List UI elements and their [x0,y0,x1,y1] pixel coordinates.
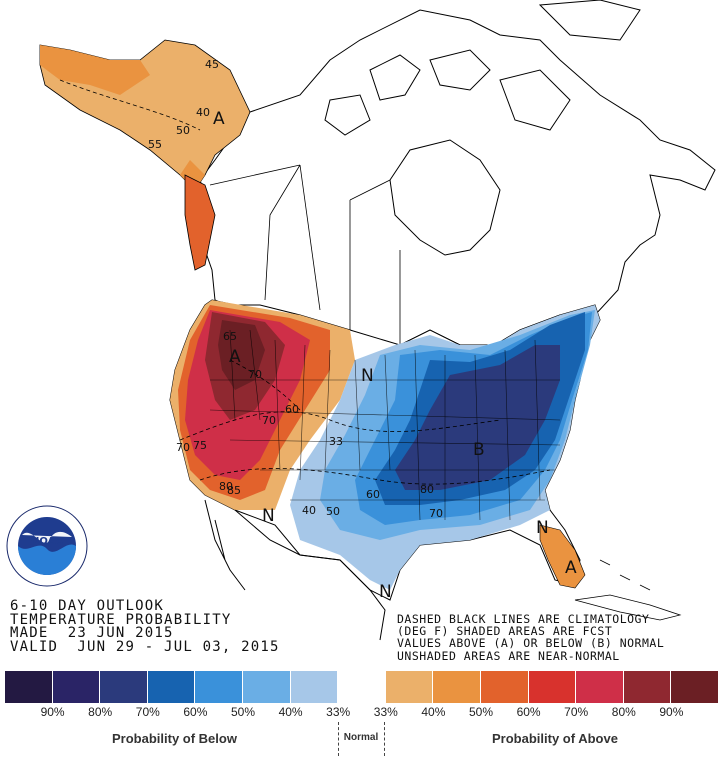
legend-swatch [433,671,481,703]
alaska-40-label: 40 [196,106,210,119]
legend-swatch [100,671,148,703]
legend-swatch [338,671,386,703]
forecast-map: A 40 45 50 55 A 65 70 60 70 70 75 80 85 … [6,0,716,641]
probability-color-bar [5,671,719,703]
legend-tick: 33% [373,705,398,719]
alaska-45-label: 45 [205,58,219,71]
ca-75-label: 75 [193,439,207,452]
legend-tick: 40% [421,705,446,719]
legend-swatch [195,671,243,703]
alaska-50-label: 50 [176,124,190,137]
mid-60-label: 60 [366,488,380,501]
legend-tick: 70% [564,705,589,719]
arctic-island-5 [538,0,641,41]
canada-outline [199,9,716,346]
province-lines [209,164,401,345]
outlook-title: 6-10 DAY OUTLOOK [10,598,165,614]
nw-above-label: A [229,347,241,367]
normal-caption: Normal [343,732,379,743]
tx-50-label: 50 [326,505,340,518]
florida-above [539,524,586,589]
legend-swatch [528,671,577,703]
note-line-2: (DEG F) SHADED AREAS ARE FCST [397,624,613,639]
legend-tick: 50% [468,705,494,719]
nw-70b-label: 70 [262,414,276,427]
bahamas-outline [599,559,651,591]
legend-swatch [671,671,719,703]
normal-label-gulf: N [379,582,392,602]
legend-tick: 90% [40,705,65,719]
normal-divider-left [338,722,339,756]
sw-85-label: 85 [227,484,241,497]
noaa-logo: NOAA [6,505,88,587]
legend-tick: 60% [516,705,541,719]
arctic-island-2 [429,49,491,91]
legend-tick: 60% [183,705,208,719]
alaska-panhandle-shade [184,174,216,271]
legend-tick: 50% [230,705,256,719]
map-notes: DASHED BLACK LINES ARE CLIMATOLOGY (DEG F… [397,613,664,662]
legend-swatch [290,671,339,703]
normal-label-plains: N [361,366,374,386]
legend-swatch [385,671,434,703]
florida-above-label: A [565,558,577,578]
probability-ticks: 90% 80% 70% 60% 50% 40% 33% 33% 40% 50% 60% 70% 80% 9… [5,705,719,721]
alaska-shade-50 [40,45,205,190]
note-line-4: UNSHADED AREAS ARE NEAR-NORMAL [397,648,620,663]
legend-swatch [147,671,196,703]
east-below-label: B [473,440,485,460]
note-line-3: VALUES ABOVE (A) OR BELOW (B) NORMAL [397,636,665,651]
legend-tick: 70% [135,705,160,719]
hudson-bay-outline [389,139,501,256]
alaska-above-label: A [213,109,225,129]
mexico-outline [204,499,386,641]
legend-tick: 90% [659,705,684,719]
cuba-outline [574,594,682,621]
above-caption: Probability of Above [492,731,618,746]
se-80-label: 80 [420,483,434,496]
normal-divider-right [384,722,385,756]
arctic-island-4 [324,94,371,136]
alaska-55-label: 55 [148,138,162,151]
forecast-map-svg: A 40 45 50 55 A 65 70 60 70 70 75 80 85 … [39,0,716,641]
noaa-logo-text: NOAA [31,536,63,547]
legend-swatch [5,671,53,703]
west-above-90 [218,320,265,390]
outlook-subtitle: TEMPERATURE PROBABILITY [10,611,232,628]
ca-70-label: 70 [176,441,190,454]
legend-swatch [52,671,101,703]
legend-tick: 80% [611,705,636,719]
nw-70-label: 70 [248,368,262,381]
legend-swatch [242,671,291,703]
outlook-made: MADE 23 JUN 2015 [10,625,174,641]
outlook-valid: VALID JUN 29 - JUL 03, 2015 [10,638,280,655]
legend-swatch [480,671,529,703]
below-caption: Probability of Below [112,731,237,746]
plains-33-label: 33 [329,435,343,448]
arctic-island-1 [369,54,421,101]
outlook-info: 6-10 DAY OUTLOOK TEMPERATURE PROBABILITY M… [10,598,280,655]
climatology-lines [59,79,551,485]
se-70-label: 70 [429,507,443,520]
legend-swatch [623,671,672,703]
legend-swatch [576,671,624,703]
legend-tick: 80% [88,705,113,719]
tx-40-label: 40 [302,504,316,517]
legend-tick: 40% [278,705,303,719]
legend-tick: 33% [326,705,351,719]
nw-65-label: 65 [223,330,237,343]
normal-label-sw: N [262,506,275,526]
note-line-1: DASHED BLACK LINES ARE CLIMATOLOGY [397,612,650,626]
sw-80-label: 80 [219,480,233,493]
nw-60-label: 60 [285,403,299,416]
normal-label-georgia: N [536,518,549,538]
arctic-island-3 [499,69,571,131]
